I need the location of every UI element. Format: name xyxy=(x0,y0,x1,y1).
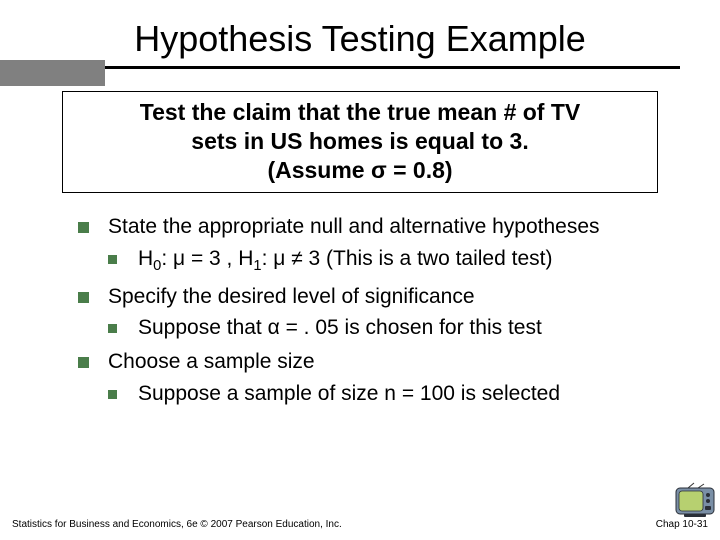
footer-left: Statistics for Business and Economics, 6… xyxy=(12,519,342,530)
footer-right: Chap 10-31 xyxy=(656,519,708,530)
slide: Hypothesis Testing Example Test the clai… xyxy=(0,0,720,540)
subscript: 1 xyxy=(253,258,261,274)
list-item: Specify the desired level of significanc… xyxy=(78,283,670,342)
claim-box: Test the claim that the true mean # of T… xyxy=(62,91,658,193)
body-list: State the appropriate null and alternati… xyxy=(78,213,670,407)
list-item: Choose a sample size Suppose a sample of… xyxy=(78,348,670,407)
bullet-text-part: : μ = 3 , H xyxy=(161,247,253,270)
bullet-text: Specify the desired level of significanc… xyxy=(108,285,475,308)
list-item: State the appropriate null and alternati… xyxy=(78,213,670,276)
bullet-text: Choose a sample size xyxy=(108,350,315,373)
title-wrap: Hypothesis Testing Example xyxy=(0,0,720,64)
list-item: Suppose a sample of size n = 100 is sele… xyxy=(108,380,670,408)
claim-line-2: sets in US homes is equal to 3. xyxy=(73,127,647,156)
claim-line-3: (Assume σ = 0.8) xyxy=(73,156,647,185)
tv-icon xyxy=(674,482,716,518)
bullet-text: Suppose a sample of size n = 100 is sele… xyxy=(138,382,560,405)
bullet-text: Suppose that α = . 05 is chosen for this… xyxy=(138,316,542,339)
bullet-text-part: : μ ≠ 3 (This is a two tailed test) xyxy=(262,247,553,270)
bullet-text-part: H xyxy=(138,247,153,270)
list-item: Suppose that α = . 05 is chosen for this… xyxy=(108,314,670,342)
bullet-text: State the appropriate null and alternati… xyxy=(108,215,600,238)
slide-title: Hypothesis Testing Example xyxy=(134,18,586,60)
title-underline xyxy=(40,66,680,69)
list-item: H0: μ = 3 , H1: μ ≠ 3 (This is a two tai… xyxy=(108,245,670,277)
claim-line-1: Test the claim that the true mean # of T… xyxy=(73,98,647,127)
